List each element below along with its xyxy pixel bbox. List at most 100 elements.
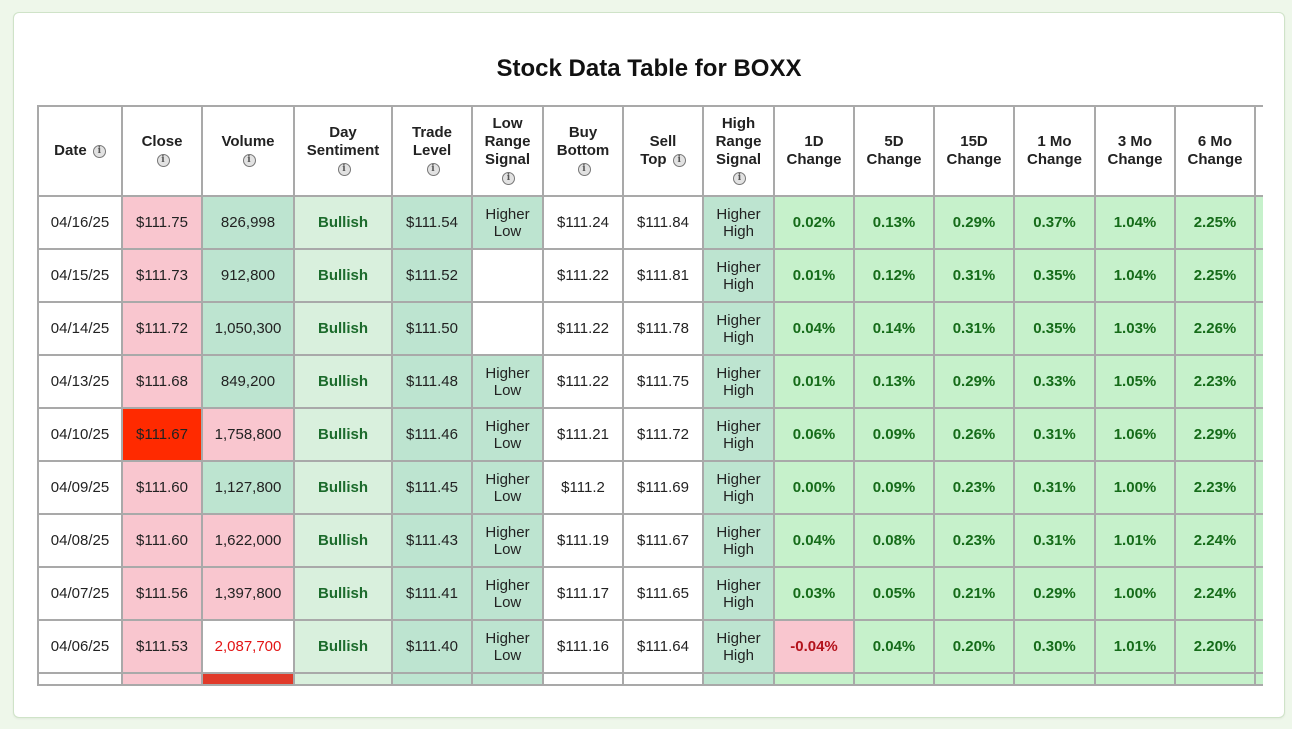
cell-change-1d: 0.03% [773,566,855,621]
cell-day-sentiment: Bullish [293,619,393,674]
cell-value: 0.31% [1033,479,1076,496]
table-row: 04/08/25 $111.60 1,622,000 Bullish $111.43 Hi… [37,513,1263,568]
cell-value: $111.69 [637,479,689,496]
cell-close: $111.60 [121,513,203,568]
cell-value: Bullish [317,373,368,390]
table-row: 04/14/25 $111.72 1,050,300 Bullish $111.50 $1… [37,301,1263,356]
cell-sell-top: $111.78 [622,301,704,356]
cell-partial [1094,672,1176,686]
cell-partial [773,672,855,686]
cell-change-6mo: 2.25% [1174,195,1256,250]
cell-value: High [723,222,754,240]
cell-change-15d: 0.26% [933,407,1015,462]
cell-value: 04/16/25 [50,214,110,231]
cell-buy-bottom: $111.2 [542,460,624,515]
column-header-label: Close [141,133,183,150]
cell-value: 0.04% [792,532,836,549]
cell-value: Bullish [317,638,368,655]
column-header-label: Change [866,151,922,168]
cell-value: 0.30% [1033,638,1076,655]
cell-day-sentiment: Bullish [293,248,393,303]
cell-value: $111.78 [637,320,689,337]
column-header-label: Range [715,133,762,150]
cell-change-5d: 0.04% [853,619,935,674]
cell-close: $111.67 [121,407,203,462]
cell-value: High [723,275,754,293]
info-icon[interactable]: i [92,144,106,158]
cell-buy-bottom: $111.22 [542,248,624,303]
cell-high-range-signal: Higher High [702,619,775,674]
info-icon[interactable]: i [577,162,591,176]
cell-value: $111.65 [637,585,689,602]
cell-overflow [1254,566,1263,621]
table-scroll-container[interactable]: Date i Close i Volume i Day Sentiment i Trade Lev… [37,105,1263,717]
info-icon[interactable]: i [502,171,515,185]
cell-value: Low [493,381,522,399]
cell-change-6mo: 2.23% [1174,354,1256,409]
cell-partial [1013,672,1096,686]
cell-low-range-signal: Higher Low [471,566,544,621]
cell-value: $111.64 [637,638,689,655]
column-header-label: 6 Mo [1197,133,1233,150]
cell-value: 0.09% [872,479,916,496]
info-icon[interactable]: i [733,171,746,185]
table-row: 04/16/25 $111.75 826,998 Bullish $111.54 High… [37,195,1263,250]
info-icon[interactable]: i [426,162,440,176]
cell-sell-top: $111.72 [622,407,704,462]
cell-value: Low [493,646,522,664]
cell-value: High [723,540,754,558]
page-title: Stock Data Table for BOXX [496,55,802,82]
column-header-change-1mo: 1 Mo Change [1013,105,1096,197]
cell-value: 0.31% [952,267,996,284]
cell-change-15d: 0.23% [933,460,1015,515]
cell-value: 0.01% [792,267,836,284]
info-icon[interactable]: i [242,153,256,167]
cell-change-1mo: 0.35% [1013,301,1096,356]
cell-value: 1.03% [1113,320,1157,337]
cell-overflow [1254,619,1263,674]
info-icon[interactable]: i [672,153,686,167]
cell-volume: 1,050,300 [201,301,295,356]
cell-change-5d: 0.13% [853,354,935,409]
cell-change-15d: 0.21% [933,566,1015,621]
cell-value: Higher [716,523,761,541]
cell-value: 0.26% [952,426,996,443]
stock-table-card: Stock Data Table for BOXX [13,12,1285,718]
cell-value: 0.29% [952,373,996,390]
cell-change-1mo: 0.29% [1013,566,1096,621]
table-row: 04/15/25 $111.73 912,800 Bullish $111.52 $111… [37,248,1263,303]
cell-value: 04/10/25 [50,426,110,443]
cell-change-1mo: 0.31% [1013,460,1096,515]
cell-value: $111.75 [637,373,689,390]
cell-value: 1.04% [1113,214,1157,231]
cell-value: 1.01% [1113,638,1157,655]
column-header-buy-bottom: Buy Bottom i [542,105,624,197]
cell-high-range-signal: Higher High [702,460,775,515]
cell-change-5d: 0.05% [853,566,935,621]
cell-value: 2.25% [1193,214,1237,231]
cell-buy-bottom: $111.24 [542,195,624,250]
cell-low-range-signal: Higher Low [471,407,544,462]
info-icon[interactable]: i [156,153,170,167]
cell-value: 0.31% [1033,426,1076,443]
cell-day-sentiment: Bullish [293,195,393,250]
cell-value: 04/09/25 [50,479,110,496]
cell-value: 0.03% [792,585,836,602]
cell-buy-bottom: $111.22 [542,301,624,356]
cell-change-5d: 0.14% [853,301,935,356]
cell-date: 04/09/25 [37,460,123,515]
cell-value: $111.56 [136,585,188,602]
cell-value: 1.01% [1113,532,1157,549]
cell-change-15d: 0.31% [933,301,1015,356]
cell-sell-top: $111.64 [622,619,704,674]
cell-value: Low [493,487,522,505]
cell-value: Bullish [317,532,368,549]
cell-value: Bullish [317,267,368,284]
column-header-label: 15D [960,133,988,150]
cell-low-range-signal [471,301,544,356]
info-icon[interactable]: i [337,162,351,176]
cell-change-5d: 0.09% [853,407,935,462]
table-body: 04/16/25 $111.75 826,998 Bullish $111.54 High… [37,195,1263,686]
cell-value: 1,622,000 [214,532,282,549]
cell-change-6mo: 2.26% [1174,301,1256,356]
